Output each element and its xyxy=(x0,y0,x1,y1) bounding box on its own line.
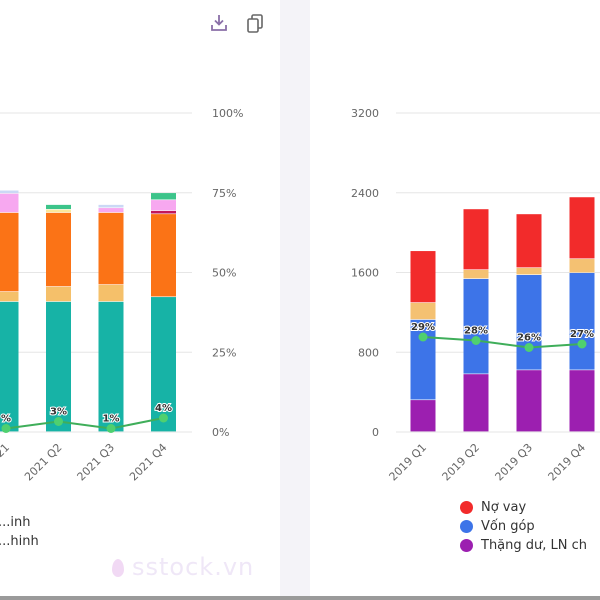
right-legend: Nợ vay Vốn góp Thặng dư, LN ch xyxy=(460,498,587,555)
bar-segment xyxy=(569,197,595,259)
bar-segment xyxy=(0,212,19,292)
bar-segment xyxy=(410,400,436,432)
ratio-point xyxy=(1,424,11,433)
copy-icon[interactable] xyxy=(244,12,266,34)
x-tick-label: 2021 Q4 xyxy=(127,441,170,484)
bar-segment xyxy=(569,370,595,432)
bar-segment xyxy=(151,193,176,200)
y-tick-label: 2400 xyxy=(351,187,379,200)
bar-segment xyxy=(516,214,542,268)
ratio-point xyxy=(54,417,63,426)
right-chart: 0 800 1600 2400 3200 2019 Q1 2019 Q2 2019 Q3 201… xyxy=(351,107,600,484)
download-icon[interactable] xyxy=(208,12,230,34)
bar-segment xyxy=(151,214,176,297)
y-tick-label: 1600 xyxy=(351,267,379,280)
left-legend-item[interactable]: ...inh xyxy=(0,515,31,530)
bar-segment xyxy=(0,291,19,302)
window-bottom-edge xyxy=(0,596,600,600)
legend-item-von-gop[interactable]: Vốn góp xyxy=(460,517,587,536)
x-tick-label: 2019 Q2 xyxy=(440,441,483,484)
ratio-point xyxy=(524,343,534,352)
bar-segment xyxy=(569,272,595,370)
ratio-data-label: 1% xyxy=(103,414,120,425)
bar-segment xyxy=(46,209,71,213)
bar-segment xyxy=(410,251,436,303)
panel-divider xyxy=(280,0,310,596)
legend-dot xyxy=(460,520,473,533)
bar-segment xyxy=(98,301,124,432)
ratio-data-label: 27% xyxy=(570,329,594,340)
bar-segment xyxy=(151,297,176,432)
left-chart-panel: 0% 25% 50% 75% 100% 21 2021 Q2 2021 Q3 2021 Q4% 3… xyxy=(0,0,280,596)
legend-dot xyxy=(460,501,473,514)
bar-segment xyxy=(463,374,489,432)
ratio-point xyxy=(471,336,481,345)
bar-segment xyxy=(151,210,176,214)
y-tick-label: 75% xyxy=(212,187,236,200)
bar-segment xyxy=(46,301,71,432)
bar-segment xyxy=(463,209,489,270)
bar-segment xyxy=(0,193,19,213)
legend-dot xyxy=(460,539,473,552)
bar-segment xyxy=(0,190,19,194)
bar-segment xyxy=(463,278,489,374)
x-tick-label: 2021 Q2 xyxy=(22,441,65,484)
ratio-point xyxy=(106,424,116,433)
bar-segment xyxy=(0,301,19,432)
x-tick-label: 21 xyxy=(0,441,12,460)
x-tick-label: 2021 Q3 xyxy=(75,441,118,484)
watermark-logo-icon xyxy=(112,559,124,577)
ratio-point xyxy=(159,413,168,423)
watermark: sstock.vn xyxy=(112,553,254,581)
y-tick-label: 800 xyxy=(358,346,379,359)
bar-segment xyxy=(98,212,124,285)
ratio-data-label: % xyxy=(1,414,11,425)
y-tick-label: 3200 xyxy=(351,107,379,120)
y-tick-label: 0 xyxy=(372,426,379,439)
bar-segment xyxy=(463,270,489,279)
ratio-point xyxy=(418,332,428,342)
left-legend-item[interactable]: ...hinh xyxy=(0,534,39,549)
ratio-data-label: 4% xyxy=(155,403,172,414)
left-chart: 0% 25% 50% 75% 100% 21 2021 Q2 2021 Q3 2021 Q4% 3… xyxy=(0,107,243,484)
legend-item-no-vay[interactable]: Nợ vay xyxy=(460,498,587,517)
y-tick-label: 100% xyxy=(212,107,243,120)
bar-segment xyxy=(46,204,71,210)
legend-item-thang-du[interactable]: Thặng dư, LN ch xyxy=(460,536,587,555)
bar-segment xyxy=(98,284,124,302)
y-tick-label: 50% xyxy=(212,267,236,280)
ratio-data-label: 26% xyxy=(517,333,541,344)
x-tick-label: 2019 Q3 xyxy=(493,441,536,484)
ratio-data-label: 28% xyxy=(464,326,488,337)
bar-segment xyxy=(516,370,542,432)
bar-segment xyxy=(46,286,71,302)
ratio-line xyxy=(5,417,164,430)
bar-segment xyxy=(516,274,542,370)
ratio-point xyxy=(577,339,587,349)
right-chart-panel: 0 800 1600 2400 3200 2019 Q1 2019 Q2 2019 Q3 201… xyxy=(310,0,600,596)
ratio-line xyxy=(422,336,583,349)
bar-segment xyxy=(516,268,542,275)
y-tick-label: 0% xyxy=(212,426,229,439)
x-tick-label: 2019 Q4 xyxy=(546,441,589,484)
bar-segment xyxy=(98,208,124,213)
bar-segment xyxy=(410,302,436,320)
y-tick-label: 25% xyxy=(212,346,236,359)
bar-segment xyxy=(46,212,71,287)
bar-segment xyxy=(569,259,595,273)
bar-segment xyxy=(151,200,176,211)
bar-segment xyxy=(98,204,124,208)
x-tick-label: 2019 Q1 xyxy=(387,441,430,484)
ratio-data-label: 3% xyxy=(50,407,67,418)
left-legend: ...inh ...hinh xyxy=(0,513,39,551)
ratio-data-label: 29% xyxy=(411,322,435,333)
